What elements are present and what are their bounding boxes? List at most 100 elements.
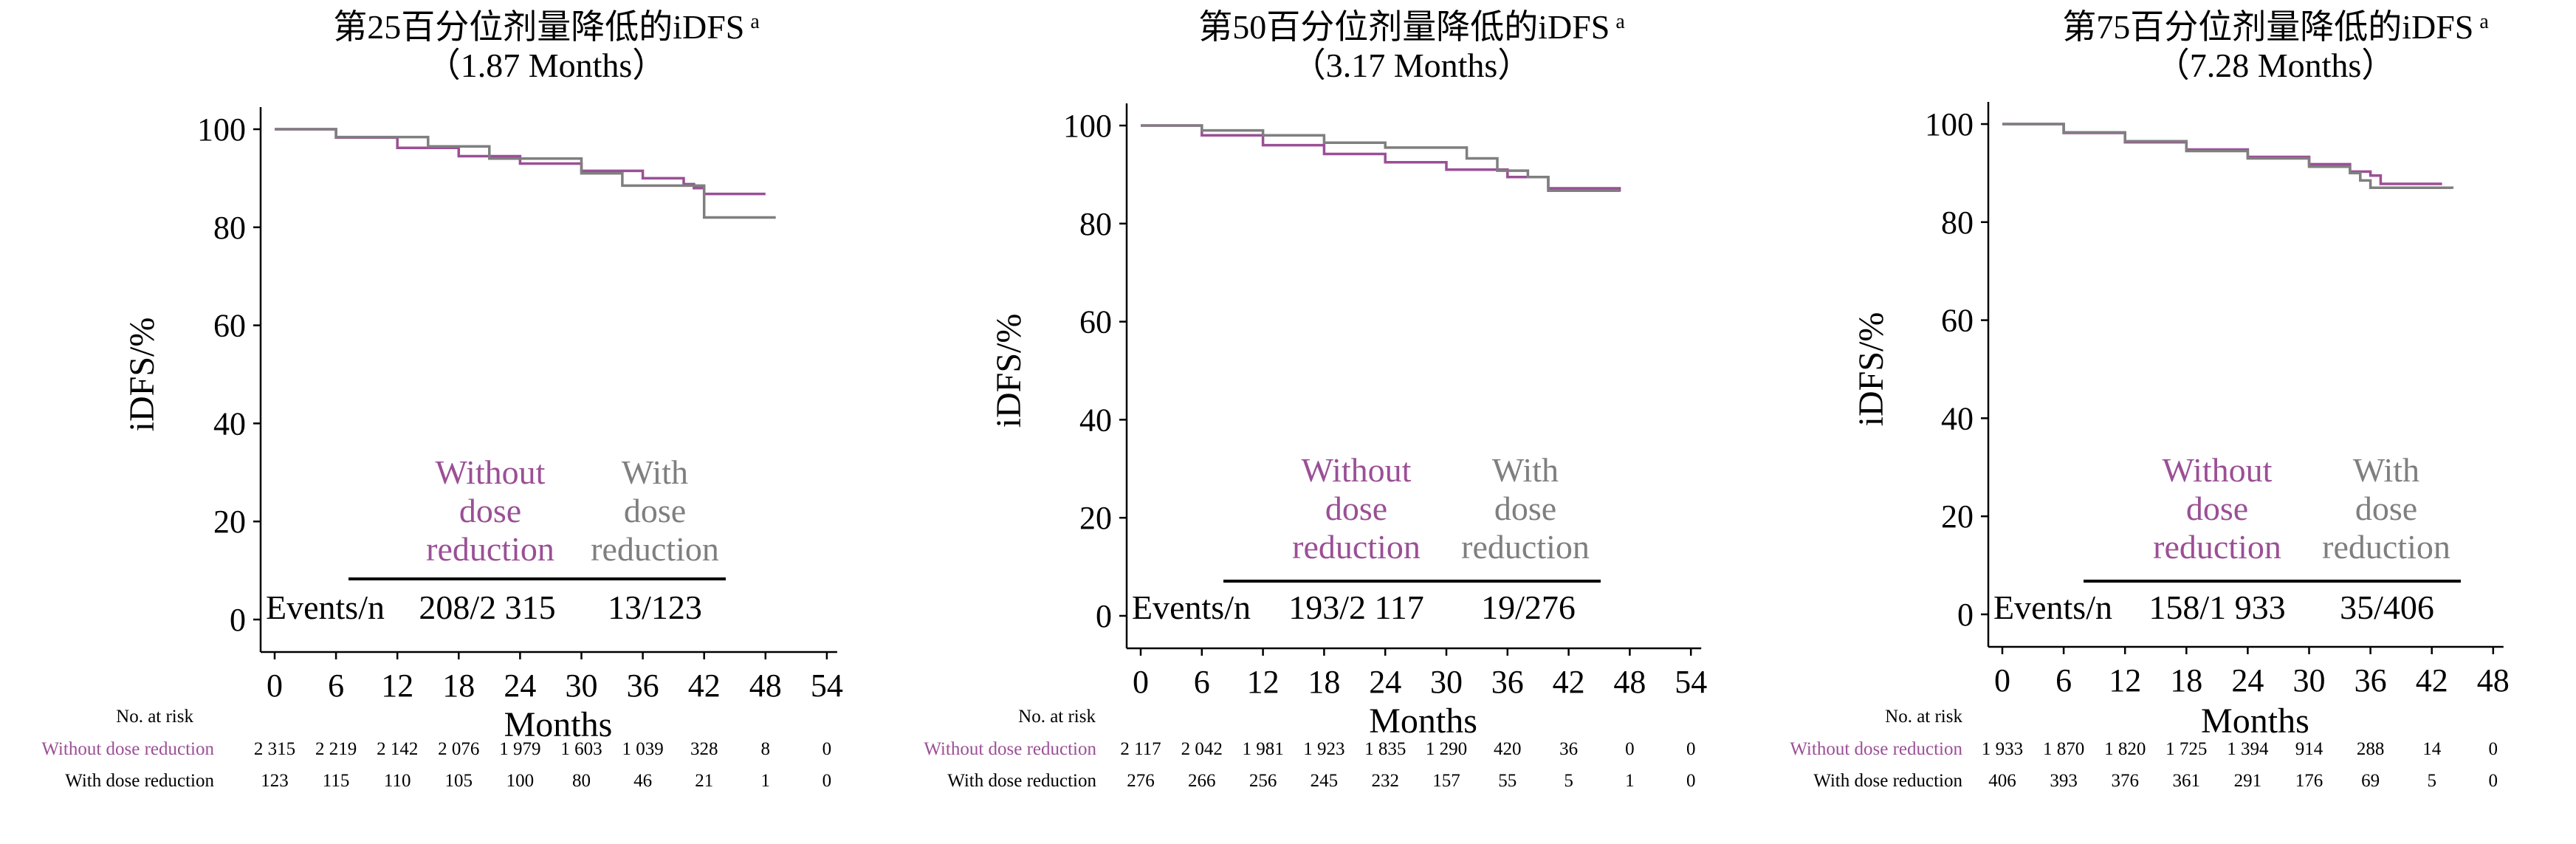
y-tick-label: 60: [213, 308, 246, 344]
risk-table-cell: 266: [1188, 771, 1216, 791]
x-tick-label: 0: [1994, 662, 2010, 699]
y-axis-label: iDFS/%: [123, 318, 162, 432]
risk-table-row-label: With dose reduction: [947, 771, 1096, 791]
risk-table-cell: 105: [445, 771, 473, 791]
risk-table-cell: 420: [1494, 739, 1522, 759]
legend-without-dose-reduction: Without: [2163, 451, 2273, 489]
x-tick-label: 48: [2477, 662, 2510, 699]
risk-table-cell: 1 603: [560, 739, 602, 759]
events-label: Events/n: [1993, 589, 2112, 626]
risk-table-cell: 1 933: [1982, 739, 2023, 759]
risk-table-cell: 110: [384, 771, 411, 791]
x-tick-label: 0: [267, 668, 283, 704]
risk-table-cell: 276: [1127, 771, 1155, 791]
panel-title: 第75百分位剂量降低的iDFS a: [2062, 8, 2489, 46]
curve-without-dose-reduction: [275, 128, 766, 196]
panel-title-text: 第75百分位剂量降低的iDFS: [2062, 8, 2473, 46]
panel-subtitle: （1.87 Months）: [427, 47, 667, 84]
risk-table-cell: 361: [2173, 771, 2201, 791]
x-tick-label: 48: [749, 668, 782, 704]
risk-table-cell: 115: [323, 771, 350, 791]
panel-subtitle: （7.28 Months）: [2156, 47, 2396, 84]
risk-table-cell: 0: [1686, 771, 1696, 791]
risk-table-cell: 0: [2489, 771, 2498, 791]
risk-table-row-label: Without dose reduction: [924, 739, 1096, 759]
km-panel-2: 第50百分位剂量降低的iDFS a（3.17 Months）02040608010…: [924, 8, 1707, 791]
risk-table-cell: 0: [1625, 739, 1635, 759]
y-tick-label: 20: [1941, 498, 1974, 535]
risk-table-cell: 245: [1311, 771, 1339, 791]
risk-table-cell: 406: [1988, 771, 2016, 791]
risk-table-cell: 1 979: [499, 739, 540, 759]
x-tick-label: 6: [2055, 662, 2072, 699]
risk-table-cell: 1 039: [622, 739, 663, 759]
risk-table-cell: 1 725: [2165, 739, 2207, 759]
x-tick-label: 30: [1430, 664, 1463, 700]
risk-table-header: No. at risk: [1885, 707, 1962, 727]
legend-without-dose-reduction: reduction: [426, 530, 554, 568]
y-tick-label: 80: [213, 210, 246, 246]
risk-table-cell: 0: [822, 771, 832, 791]
x-tick-label: 42: [2416, 662, 2448, 699]
panel-title-text: 第50百分位剂量降低的iDFS: [1198, 8, 1610, 46]
y-tick-label: 40: [1079, 402, 1112, 438]
risk-table-cell: 80: [572, 771, 591, 791]
x-tick-label: 18: [442, 668, 475, 704]
risk-table-row-label: Without dose reduction: [1790, 739, 1962, 759]
risk-table-cell: 1 820: [2104, 739, 2146, 759]
risk-table-cell: 291: [2234, 771, 2262, 791]
km-panel-3: 第75百分位剂量降低的iDFS a（7.28 Months）02040608010…: [1790, 8, 2509, 791]
legend-without-dose-reduction: dose: [459, 492, 521, 529]
y-tick-label: 80: [1941, 205, 1974, 241]
legend-without-dose-reduction: Without: [1302, 451, 1412, 489]
x-tick-label: 6: [1194, 664, 1210, 700]
risk-table-cell: 256: [1249, 771, 1277, 791]
risk-table-cell: 2 117: [1120, 739, 1161, 759]
risk-table-cell: 1: [1625, 771, 1635, 791]
y-tick-label: 80: [1079, 206, 1112, 242]
risk-table-cell: 232: [1371, 771, 1399, 791]
x-tick-label: 12: [2109, 662, 2141, 699]
x-tick-label: 24: [2231, 662, 2264, 699]
x-axis-label: Months: [504, 705, 613, 744]
legend-with-dose-reduction: reduction: [591, 530, 719, 568]
risk-table-cell: 14: [2422, 739, 2442, 759]
risk-table-cell: 2 042: [1181, 739, 1223, 759]
risk-table-cell: 176: [2295, 771, 2323, 791]
y-tick-label: 0: [1096, 598, 1112, 634]
x-tick-label: 36: [2355, 662, 2387, 699]
risk-table-cell: 0: [822, 739, 832, 759]
events-with-dose-reduction: 13/123: [608, 589, 702, 626]
km-panel-1: 第25百分位剂量降低的iDFS a（1.87 Months）02040608010…: [41, 8, 843, 791]
risk-table-row-label: With dose reduction: [65, 771, 214, 791]
risk-table-cell: 1 870: [2043, 739, 2084, 759]
risk-table-cell: 123: [261, 771, 289, 791]
y-tick-label: 100: [197, 111, 246, 148]
panel-title-superscript: a: [750, 10, 760, 33]
risk-table-cell: 5: [1564, 771, 1573, 791]
y-tick-label: 0: [1957, 597, 1974, 633]
risk-table-cell: 2 219: [315, 739, 357, 759]
events-with-dose-reduction: 35/406: [2340, 589, 2434, 626]
x-tick-label: 42: [1553, 664, 1585, 700]
y-tick-label: 100: [1063, 108, 1112, 144]
risk-table-cell: 2 142: [377, 739, 418, 759]
x-tick-label: 24: [504, 668, 536, 704]
x-tick-label: 24: [1369, 664, 1401, 700]
y-tick-label: 40: [1941, 400, 1974, 436]
x-tick-label: 6: [328, 668, 344, 704]
risk-table-cell: 0: [2489, 739, 2498, 759]
y-tick-label: 40: [213, 405, 246, 442]
panel-title-superscript: a: [1615, 10, 1625, 33]
curve-with-dose-reduction: [275, 128, 776, 219]
y-tick-label: 20: [213, 504, 246, 540]
events-without-dose-reduction: 208/2 315: [419, 589, 555, 626]
risk-table-cell: 1 923: [1303, 739, 1344, 759]
x-tick-label: 48: [1613, 664, 1646, 700]
y-tick-label: 60: [1079, 304, 1112, 340]
x-tick-label: 18: [2170, 662, 2202, 699]
x-tick-label: 0: [1133, 664, 1149, 700]
legend-with-dose-reduction: dose: [1494, 490, 1556, 527]
x-axis-label: Months: [2201, 701, 2309, 741]
panel-title-text: 第25百分位剂量降低的iDFS: [333, 8, 744, 46]
